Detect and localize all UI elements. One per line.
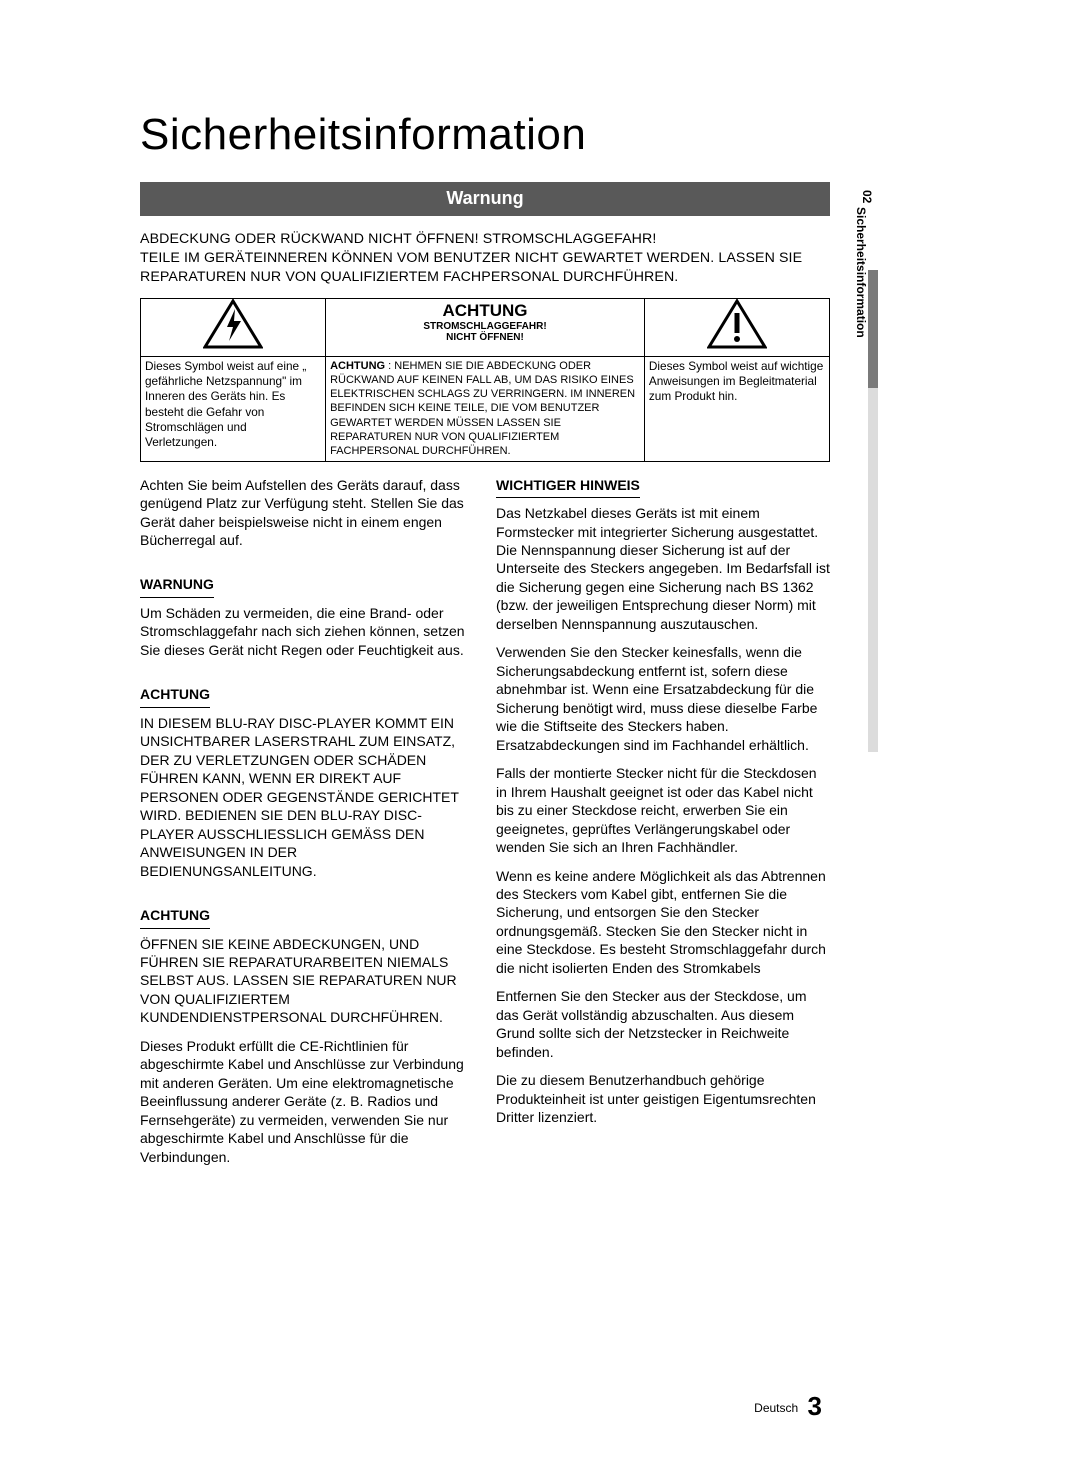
warning-table: ACHTUNG STROMSCHLAGGEFAHR! NICHT ÖFFNEN!…	[140, 298, 830, 462]
right-p3: Falls der montierte Stecker nicht für di…	[496, 764, 830, 856]
left-h3: ACHTUNG	[140, 906, 210, 928]
right-p1: Das Netzkabel dieses Geräts ist mit eine…	[496, 504, 830, 633]
warning-banner: Warnung	[140, 182, 830, 216]
exclaim-triangle-icon	[707, 299, 767, 349]
achtung-subtitle: STROMSCHLAGGEFAHR! NICHT ÖFFNEN!	[330, 321, 640, 343]
body-columns: Achten Sie beim Aufstellen des Geräts da…	[140, 476, 830, 1177]
voltage-symbol-cell	[141, 298, 326, 356]
right-h1: WICHTIGER HINWEIS	[496, 476, 640, 498]
side-index-bar-light	[868, 388, 878, 752]
side-chapter-num: 02	[860, 190, 874, 203]
mid-achtung-body: ACHTUNG : NEHMEN SIE DIE ABDECKUNG ODER …	[326, 356, 645, 461]
right-p6: Die zu diesem Benutzerhandbuch gehörige …	[496, 1071, 830, 1126]
intro-text: ABDECKUNG ODER RÜCKWAND NICHT ÖFFNEN! ST…	[140, 230, 830, 288]
right-symbol-desc: Dieses Symbol weist auf wichtige Anweisu…	[644, 356, 829, 461]
footer-page-num: 3	[808, 1391, 822, 1421]
right-p4: Wenn es keine andere Möglichkeit als das…	[496, 867, 830, 978]
left-column: Achten Sie beim Aufstellen des Geräts da…	[140, 476, 474, 1177]
achtung-header-cell: ACHTUNG STROMSCHLAGGEFAHR! NICHT ÖFFNEN!	[326, 298, 645, 356]
page-content: Sicherheitsinformation Warnung ABDECKUNG…	[140, 110, 830, 1176]
achtung-title: ACHTUNG	[330, 301, 640, 321]
side-chapter-title: Sicherheitsinformation	[854, 207, 868, 338]
page-title: Sicherheitsinformation	[140, 110, 830, 160]
left-h1: WARNUNG	[140, 575, 214, 597]
page-footer: Deutsch 3	[754, 1391, 822, 1422]
left-p1: Achten Sie beim Aufstellen des Geräts da…	[140, 476, 474, 550]
right-column: WICHTIGER HINWEIS Das Netzkabel dieses G…	[496, 476, 830, 1177]
left-p2: Um Schäden zu vermeiden, die eine Brand-…	[140, 604, 474, 659]
left-p3: IN DIESEM BLU-RAY DISC-PLAYER KOMMT EIN …	[140, 714, 474, 880]
side-index-bar-dark	[868, 270, 878, 390]
left-h2: ACHTUNG	[140, 685, 210, 707]
voltage-triangle-icon	[203, 299, 263, 349]
left-p5: Dieses Produkt erfüllt die CE-Richtlinie…	[140, 1037, 474, 1166]
left-symbol-desc: Dieses Symbol weist auf eine „ gefährlic…	[141, 356, 326, 461]
footer-lang: Deutsch	[754, 1401, 798, 1415]
right-p5: Entfernen Sie den Stecker aus der Steckd…	[496, 987, 830, 1061]
exclaim-symbol-cell	[644, 298, 829, 356]
left-p4: ÖFFNEN SIE KEINE ABDECKUNGEN, UND FÜHREN…	[140, 935, 474, 1027]
right-p2: Verwenden Sie den Stecker keinesfalls, w…	[496, 643, 830, 754]
